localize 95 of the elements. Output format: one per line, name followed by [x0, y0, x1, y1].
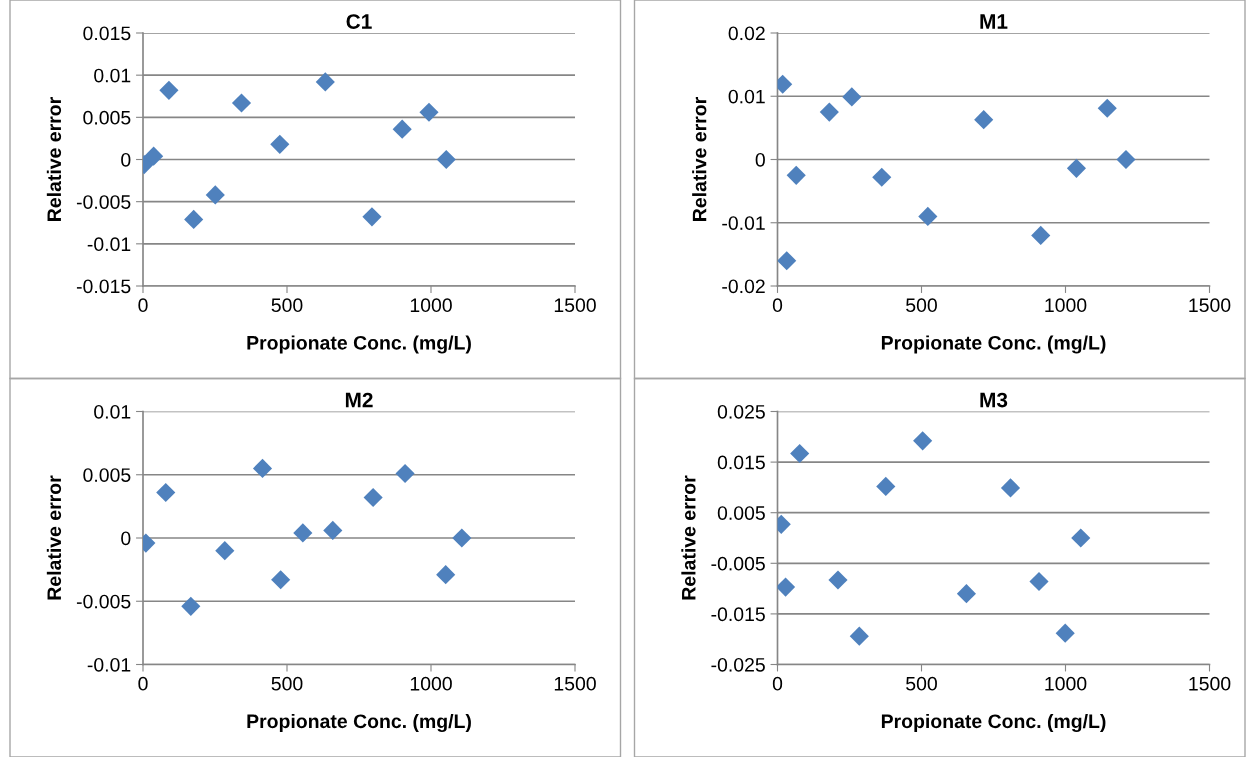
x-tick-label: 0 — [138, 298, 148, 313]
point — [395, 463, 415, 484]
point — [270, 134, 290, 154]
x-tick-label: 500 — [271, 298, 303, 313]
point — [819, 102, 839, 122]
point — [842, 87, 862, 107]
x-tick-label: 500 — [906, 676, 937, 691]
y-tick-label: 0.005 — [83, 110, 131, 125]
point — [205, 185, 225, 205]
y-tick-label: 0.01 — [94, 404, 131, 419]
chart-title: M3 — [980, 392, 1008, 408]
chart-title: M1 — [980, 14, 1008, 29]
point — [392, 119, 412, 139]
x-tick-label: 1500 — [554, 298, 596, 313]
x-tick-label: 1500 — [554, 676, 596, 691]
x-tick-label: 500 — [271, 676, 303, 691]
point — [790, 443, 810, 464]
point — [1031, 225, 1051, 245]
y-tick-label: 0.015 — [717, 455, 765, 470]
y-tick-label: -0.015 — [711, 607, 765, 622]
point — [1071, 528, 1091, 548]
x-axis-title: Propionate Conc. (mg/L) — [881, 335, 1106, 354]
x-tick-label: 1000 — [410, 298, 452, 313]
y-tick-label: 0.005 — [83, 468, 131, 482]
x-axis-title: Propionate Conc. (mg/L) — [881, 713, 1106, 733]
y-tick-label: 0.01 — [728, 89, 765, 104]
y-tick-label: 0 — [121, 152, 131, 167]
x-tick-label: 0 — [772, 676, 783, 691]
point — [974, 110, 994, 130]
x-tick-label: 0 — [138, 676, 148, 691]
point — [315, 72, 335, 92]
x-tick-label: 500 — [906, 298, 937, 313]
point — [1055, 623, 1075, 643]
y-tick-label: 0.025 — [717, 404, 765, 419]
point — [419, 102, 439, 122]
y-tick-label: -0.005 — [76, 594, 131, 609]
point — [144, 146, 164, 166]
point — [876, 476, 896, 496]
point — [849, 626, 869, 646]
point — [231, 93, 252, 113]
y-tick-label: 0.01 — [94, 68, 131, 83]
y-tick-label: -0.015 — [76, 279, 131, 294]
point — [956, 584, 976, 604]
y-tick-label: -0.02 — [722, 279, 765, 294]
x-axis-title: Propionate Conc. (mg/L) — [247, 335, 471, 354]
point — [181, 596, 201, 616]
point — [436, 565, 456, 585]
point — [215, 541, 235, 561]
x-tick-label: 1000 — [410, 676, 452, 691]
point — [1116, 149, 1136, 170]
y-tick-label: 0 — [121, 531, 131, 546]
point — [252, 458, 273, 478]
y-axis-title: Relative error — [681, 475, 696, 600]
y-axis-title: Relative error — [46, 97, 62, 221]
point — [918, 206, 938, 226]
chart-title: M2 — [345, 392, 373, 408]
point — [271, 570, 291, 590]
x-tick-label: 1000 — [1045, 676, 1087, 691]
y-tick-label: -0.025 — [711, 657, 765, 672]
point — [323, 520, 343, 540]
x-axis-title: Propionate Conc. (mg/L) — [247, 713, 471, 733]
point — [1029, 571, 1049, 592]
y-tick-label: -0.01 — [87, 657, 131, 672]
y-tick-label: -0.01 — [87, 237, 131, 252]
y-tick-label: -0.005 — [76, 195, 131, 209]
y-tick-label: 0 — [755, 152, 765, 167]
point — [159, 80, 179, 100]
y-tick-label: 0.015 — [83, 26, 131, 41]
y-tick-label: 0.005 — [717, 506, 765, 520]
point — [363, 487, 383, 508]
point — [452, 528, 472, 548]
point — [184, 209, 204, 229]
point — [1000, 478, 1021, 498]
y-tick-label: -0.005 — [711, 556, 765, 571]
point — [777, 251, 797, 271]
y-tick-label: 0.02 — [728, 26, 765, 41]
y-tick-label: -0.01 — [722, 216, 765, 230]
point — [828, 570, 848, 590]
point — [156, 482, 176, 503]
y-axis-title: Relative error — [692, 97, 707, 221]
point — [362, 207, 382, 227]
point — [777, 577, 796, 597]
x-tick-label: 1000 — [1045, 298, 1087, 313]
point — [293, 523, 313, 543]
point — [786, 165, 806, 185]
x-tick-label: 0 — [772, 298, 783, 313]
point — [913, 431, 933, 451]
point — [1097, 98, 1117, 118]
x-tick-label: 1500 — [1189, 298, 1231, 313]
y-axis-title: Relative error — [46, 475, 62, 600]
point — [436, 149, 456, 170]
chart-title: C1 — [346, 14, 372, 29]
point — [872, 167, 892, 187]
x-tick-label: 1500 — [1189, 676, 1231, 691]
point — [1066, 158, 1087, 178]
